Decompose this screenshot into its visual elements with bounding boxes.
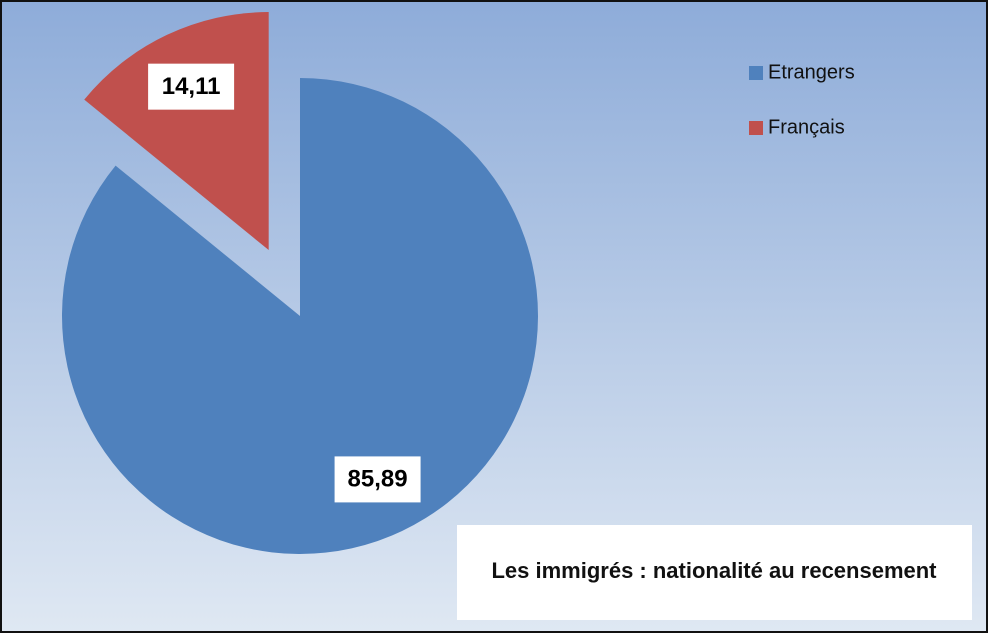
pie-slice: [62, 78, 539, 554]
legend-swatch: [749, 121, 763, 135]
data-label-box: [148, 63, 235, 110]
data-label: 14,11: [162, 73, 221, 100]
data-label-box: [334, 456, 421, 503]
legend-swatch: [749, 66, 763, 80]
legend-label: Français: [768, 116, 845, 138]
legend-label: Etrangers: [768, 61, 855, 83]
title-box: [457, 525, 972, 620]
data-label: 85,89: [348, 466, 408, 493]
chart-title: Les immigrés : nationalité au recensemen…: [491, 558, 937, 583]
